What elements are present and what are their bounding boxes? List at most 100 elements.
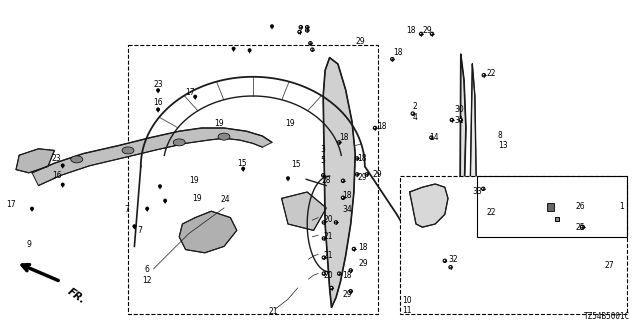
Circle shape xyxy=(321,174,325,177)
Polygon shape xyxy=(193,97,197,100)
Polygon shape xyxy=(410,184,448,227)
Bar xyxy=(555,217,559,221)
Circle shape xyxy=(132,224,136,228)
Text: 20: 20 xyxy=(323,271,333,280)
Circle shape xyxy=(61,183,65,187)
Circle shape xyxy=(482,74,486,77)
Polygon shape xyxy=(30,209,34,212)
Text: 29: 29 xyxy=(422,26,432,35)
Text: 16: 16 xyxy=(52,172,62,180)
Circle shape xyxy=(390,58,394,61)
Circle shape xyxy=(286,176,290,180)
Circle shape xyxy=(341,179,345,182)
Text: 20: 20 xyxy=(323,215,333,224)
Circle shape xyxy=(450,118,454,122)
Circle shape xyxy=(299,26,303,29)
Text: 9: 9 xyxy=(27,240,32,249)
Polygon shape xyxy=(248,50,252,54)
Polygon shape xyxy=(145,209,149,212)
Circle shape xyxy=(337,141,341,144)
Text: 27: 27 xyxy=(605,261,614,270)
Text: 34: 34 xyxy=(342,205,352,214)
Circle shape xyxy=(352,247,356,251)
Polygon shape xyxy=(270,26,274,30)
Circle shape xyxy=(341,196,345,199)
Text: 16: 16 xyxy=(154,98,163,107)
Polygon shape xyxy=(156,90,160,94)
FancyBboxPatch shape xyxy=(400,176,627,314)
Bar xyxy=(477,176,627,237)
Text: 2
4: 2 4 xyxy=(413,102,418,122)
Polygon shape xyxy=(132,226,136,230)
Circle shape xyxy=(305,26,309,29)
Text: 29: 29 xyxy=(355,37,365,46)
Circle shape xyxy=(156,88,160,92)
Text: 26: 26 xyxy=(576,202,586,211)
Text: 21: 21 xyxy=(269,308,278,316)
Text: 21: 21 xyxy=(323,252,333,260)
Polygon shape xyxy=(241,169,245,172)
Text: FR.: FR. xyxy=(66,286,88,306)
Text: 19: 19 xyxy=(214,119,224,128)
Circle shape xyxy=(322,256,326,259)
Text: 25: 25 xyxy=(576,223,586,232)
Text: 29: 29 xyxy=(342,290,352,299)
Circle shape xyxy=(365,173,369,176)
Circle shape xyxy=(158,184,162,188)
Text: TZ54B5001C: TZ54B5001C xyxy=(584,312,630,320)
Circle shape xyxy=(355,157,359,160)
Ellipse shape xyxy=(71,156,83,163)
Circle shape xyxy=(430,32,434,36)
Polygon shape xyxy=(61,165,65,169)
Polygon shape xyxy=(163,201,167,204)
Circle shape xyxy=(310,48,314,51)
Text: 23: 23 xyxy=(51,154,61,163)
Circle shape xyxy=(459,118,463,122)
Text: 6
12: 6 12 xyxy=(143,266,152,285)
Circle shape xyxy=(355,173,359,176)
Circle shape xyxy=(349,269,353,272)
Text: 18: 18 xyxy=(378,122,387,131)
Text: 28: 28 xyxy=(321,176,331,185)
Text: 18: 18 xyxy=(406,26,416,35)
Polygon shape xyxy=(282,192,326,230)
Text: 29: 29 xyxy=(372,170,382,179)
Circle shape xyxy=(163,199,167,203)
Text: 30
31: 30 31 xyxy=(454,106,464,125)
Polygon shape xyxy=(323,58,355,307)
Polygon shape xyxy=(179,211,237,253)
Circle shape xyxy=(241,167,245,171)
Text: 23: 23 xyxy=(154,80,163,89)
Polygon shape xyxy=(16,149,54,173)
Circle shape xyxy=(248,48,252,52)
Polygon shape xyxy=(61,185,65,188)
Text: 10
11: 10 11 xyxy=(402,296,412,315)
Circle shape xyxy=(193,95,197,99)
Circle shape xyxy=(373,126,377,130)
Text: 7: 7 xyxy=(138,226,143,235)
Polygon shape xyxy=(547,203,554,211)
Text: 29: 29 xyxy=(357,173,367,182)
Text: 15: 15 xyxy=(291,160,301,169)
Text: 1: 1 xyxy=(620,202,624,211)
Circle shape xyxy=(419,32,423,36)
Polygon shape xyxy=(286,178,290,182)
Text: 32: 32 xyxy=(448,255,458,264)
Circle shape xyxy=(580,225,584,229)
Text: 8
13: 8 13 xyxy=(498,131,508,150)
Polygon shape xyxy=(158,186,162,190)
Bar xyxy=(128,45,378,314)
Text: 21: 21 xyxy=(323,232,333,241)
Polygon shape xyxy=(458,54,466,314)
Text: 18: 18 xyxy=(394,48,403,57)
Polygon shape xyxy=(232,49,236,52)
Text: 33: 33 xyxy=(472,188,482,196)
Text: 29: 29 xyxy=(358,260,368,268)
Ellipse shape xyxy=(218,133,230,140)
Text: 18: 18 xyxy=(358,244,368,252)
Circle shape xyxy=(349,290,353,293)
Text: 3
5: 3 5 xyxy=(320,146,325,165)
Text: 19: 19 xyxy=(285,119,294,128)
Text: 19: 19 xyxy=(192,194,202,203)
Circle shape xyxy=(481,187,485,190)
